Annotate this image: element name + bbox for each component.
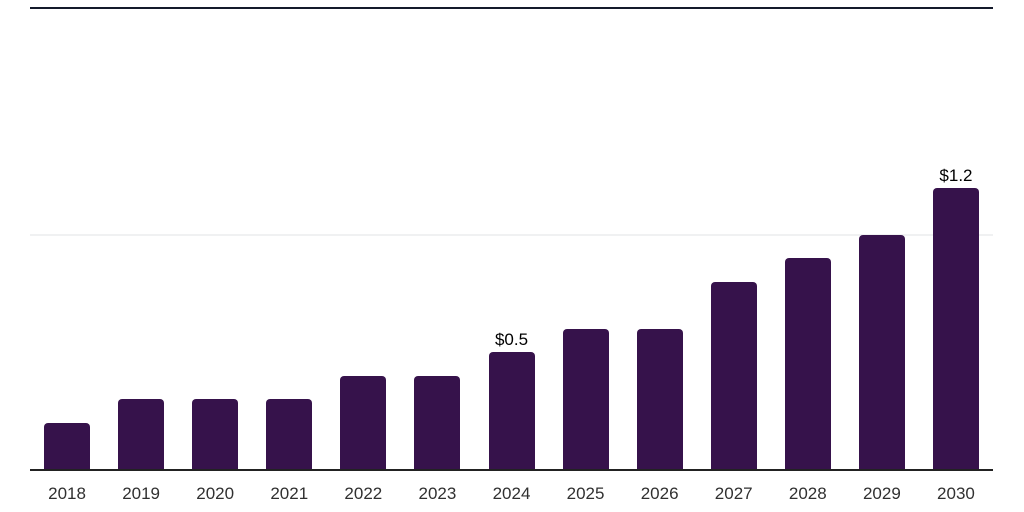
x-tick-2029: 2029: [862, 484, 901, 503]
bar-2029: [858, 235, 905, 470]
bar-2024: [488, 352, 535, 470]
bar-value-label-2030: $1.2: [939, 166, 973, 185]
bar-2030: [932, 188, 979, 470]
x-tick-2018: 2018: [48, 484, 86, 503]
bar-2025: [562, 329, 609, 470]
x-axis-line: [30, 469, 993, 471]
chart-top-border-line: [30, 7, 993, 9]
x-tick-2019: 2019: [122, 484, 161, 503]
bar-2023: [414, 376, 461, 470]
x-tick-2024: 2024: [492, 484, 531, 503]
bar-2026: [636, 329, 683, 470]
bar-value-label-2024: $0.5: [494, 330, 529, 349]
x-tick-2023: 2023: [418, 484, 457, 503]
x-tick-2027: 2027: [714, 484, 753, 503]
bar-2021: [266, 399, 313, 470]
bar-2018: [44, 423, 91, 470]
x-tick-2025: 2025: [566, 484, 605, 503]
y-gridline-1: [30, 234, 993, 236]
bar-2028: [784, 258, 831, 470]
x-tick-2028: 2028: [788, 484, 827, 503]
x-tick-2021: 2021: [270, 484, 309, 503]
x-tick-2020: 2020: [196, 484, 235, 503]
bar-2027: [710, 282, 757, 470]
x-tick-2026: 2026: [640, 484, 679, 503]
x-tick-2022: 2022: [344, 484, 383, 503]
bar-2019: [118, 399, 165, 470]
bar-2020: [192, 399, 239, 470]
x-tick-2030: 2030: [937, 484, 975, 503]
bar-2022: [340, 376, 387, 470]
